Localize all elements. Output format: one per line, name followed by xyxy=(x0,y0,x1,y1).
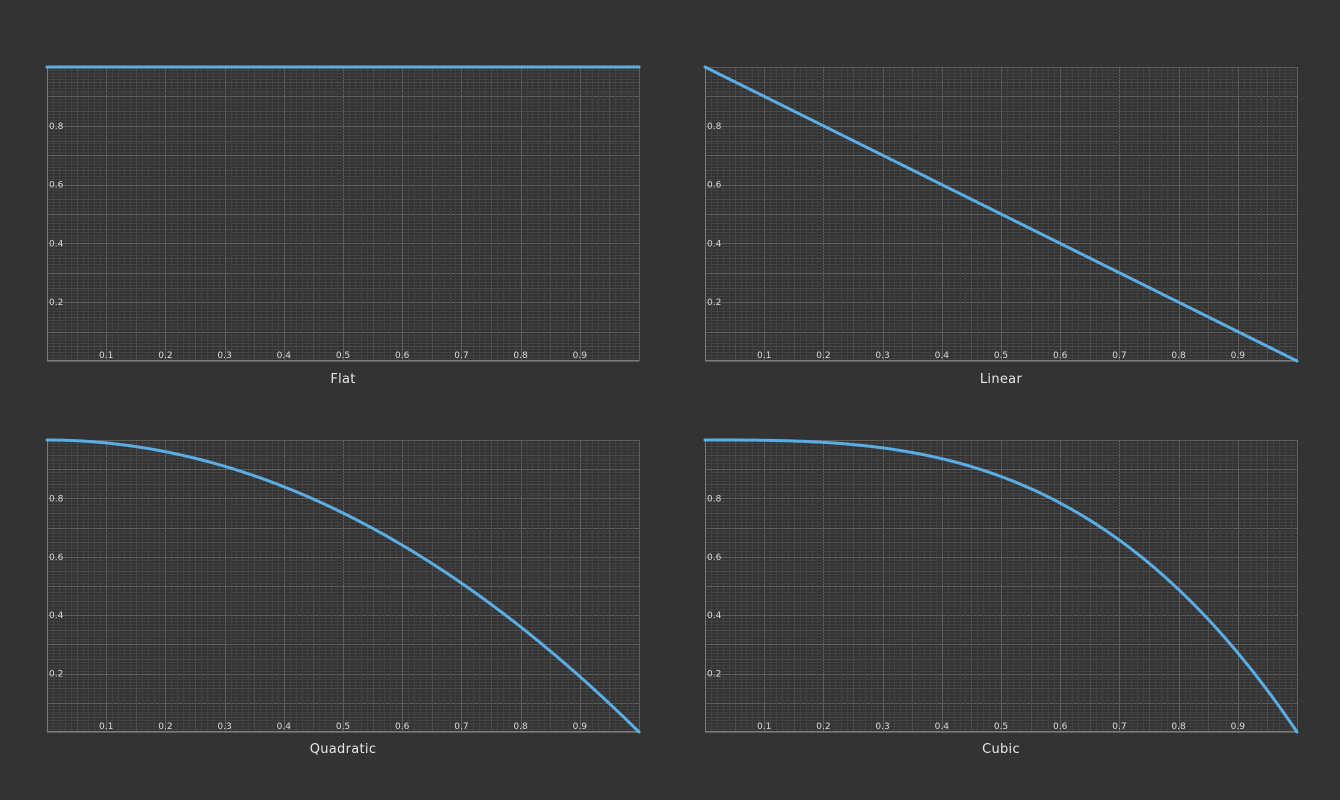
curve-line xyxy=(45,438,641,734)
y-tick-label: 0.2 xyxy=(49,670,63,680)
x-tick-label: 0.6 xyxy=(395,722,410,732)
x-tick-label: 0.1 xyxy=(99,351,113,361)
flat-plot: 0.1 0.2 0.3 0.4 0.5 0.6 0.7 0.8 0.9 0.2 0.4 0.6 0.8 xyxy=(45,65,641,362)
x-tick-label: 0.4 xyxy=(935,722,950,732)
y-tick-label: 0.8 xyxy=(49,122,64,132)
x-tick-label: 0.6 xyxy=(395,351,410,361)
y-tick-label: 0.6 xyxy=(49,553,64,563)
x-tick-label: 0.7 xyxy=(1112,722,1126,732)
x-tick-label: 0.1 xyxy=(99,722,113,732)
grid xyxy=(47,67,640,362)
x-tick-label: 0.3 xyxy=(217,722,231,732)
x-tick-label: 0.2 xyxy=(816,351,830,361)
x-tick-label: 0.4 xyxy=(935,351,950,361)
cubic-plot: 0.1 0.2 0.3 0.4 0.5 0.6 0.7 0.8 0.9 0.2 0.4 0.6 0.8 xyxy=(703,438,1299,734)
y-tick-label: 0.4 xyxy=(707,611,722,621)
chart-panel-quadratic: 0.1 0.2 0.3 0.4 0.5 0.6 0.7 0.8 0.9 0.2 0.4 0.6 0.8 … xyxy=(45,438,641,770)
y-tick-label: 0.4 xyxy=(49,611,64,621)
y-tick-label: 0.6 xyxy=(707,181,722,191)
x-tick-label: 0.2 xyxy=(158,722,172,732)
x-tick-label: 0.5 xyxy=(994,351,1008,361)
x-tick-label: 0.4 xyxy=(277,351,292,361)
x-tick-label: 0.9 xyxy=(573,722,588,732)
x-tick-label: 0.6 xyxy=(1053,722,1068,732)
y-tick-label: 0.8 xyxy=(49,494,64,504)
x-tick-label: 0.8 xyxy=(513,351,528,361)
grid xyxy=(47,440,640,733)
x-tick-label: 0.5 xyxy=(336,351,350,361)
x-tick-label: 0.1 xyxy=(757,722,771,732)
curve-line xyxy=(703,438,1299,734)
y-tick-label: 0.6 xyxy=(707,553,722,563)
x-tick-label: 0.8 xyxy=(1171,722,1186,732)
x-tick-label: 0.1 xyxy=(757,351,771,361)
x-tick-label: 0.3 xyxy=(875,351,889,361)
x-tick-label: 0.8 xyxy=(513,722,528,732)
chart-panel-flat: 0.1 0.2 0.3 0.4 0.5 0.6 0.7 0.8 0.9 0.2 0.4 0.6 0.8 … xyxy=(45,65,641,397)
x-tick-label: 0.7 xyxy=(454,351,468,361)
x-tick-label: 0.9 xyxy=(1231,722,1246,732)
x-tick-label: 0.3 xyxy=(875,722,889,732)
chart-panel-cubic: 0.1 0.2 0.3 0.4 0.5 0.6 0.7 0.8 0.9 0.2 0.4 0.6 0.8 … xyxy=(703,438,1299,770)
x-tick-label: 0.9 xyxy=(1231,351,1246,361)
chart-caption: Linear xyxy=(979,372,1023,387)
x-tick-label: 0.9 xyxy=(573,351,588,361)
chart-panel-linear: 0.1 0.2 0.3 0.4 0.5 0.6 0.7 0.8 0.9 0.2 0.4 0.6 0.8 … xyxy=(703,65,1299,397)
y-tick-label: 0.8 xyxy=(707,122,722,132)
x-tick-label: 0.2 xyxy=(816,722,830,732)
y-tick-label: 0.8 xyxy=(707,494,722,504)
x-tick-label: 0.5 xyxy=(336,722,350,732)
x-tick-label: 0.7 xyxy=(1112,351,1126,361)
x-tick-label: 0.5 xyxy=(994,722,1008,732)
y-tick-label: 0.2 xyxy=(49,298,63,308)
grid xyxy=(705,440,1298,733)
x-tick-label: 0.8 xyxy=(1171,351,1186,361)
chart-caption: Flat xyxy=(330,372,356,387)
y-tick-label: 0.2 xyxy=(707,298,721,308)
y-tick-label: 0.2 xyxy=(707,670,721,680)
x-tick-label: 0.7 xyxy=(454,722,468,732)
y-tick-label: 0.4 xyxy=(707,239,722,249)
grid xyxy=(705,67,1298,362)
chart-caption: Cubic xyxy=(982,742,1020,757)
curve-line xyxy=(703,65,1299,363)
x-tick-label: 0.3 xyxy=(217,351,231,361)
x-tick-label: 0.4 xyxy=(277,722,292,732)
x-tick-label: 0.2 xyxy=(158,351,172,361)
linear-plot: 0.1 0.2 0.3 0.4 0.5 0.6 0.7 0.8 0.9 0.2 0.4 0.6 0.8 xyxy=(703,65,1299,363)
y-tick-label: 0.4 xyxy=(49,239,64,249)
chart-caption: Quadratic xyxy=(309,742,377,757)
y-tick-label: 0.6 xyxy=(49,181,64,191)
quadratic-plot: 0.1 0.2 0.3 0.4 0.5 0.6 0.7 0.8 0.9 0.2 0.4 0.6 0.8 xyxy=(45,438,641,734)
x-tick-label: 0.6 xyxy=(1053,351,1068,361)
